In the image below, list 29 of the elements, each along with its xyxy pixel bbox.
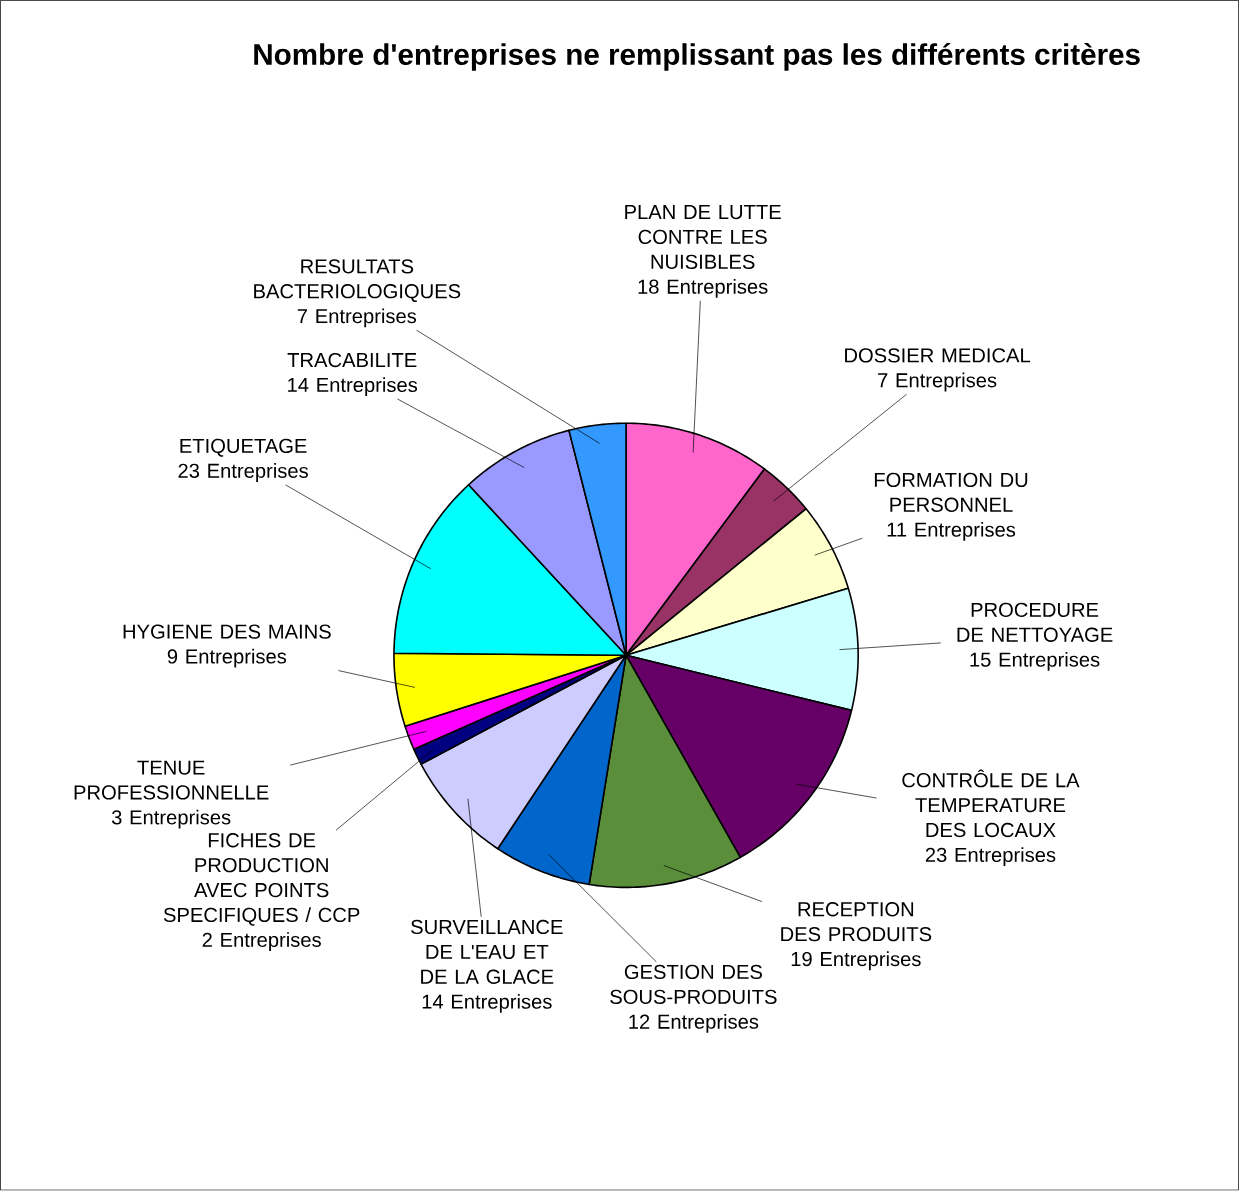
data-label: 14 Entreprises [288, 377, 418, 397]
data-label: 7 Entreprises [297, 308, 417, 328]
slice-label: SURVEILLANCE DE L'EAU ET DE LA GLACE [411, 920, 563, 985]
slice-label: DOSSIER MEDICAL [845, 348, 1031, 363]
slice-label: GESTION DES SOUS-PRODUITS [610, 965, 777, 1005]
data-label: 19 Entreprises [791, 951, 921, 971]
data-label: 3 Entreprises [111, 809, 231, 829]
slice-label: FICHES DE PRODUCTION AVEC POINTS SPECIFIQUES / CCP [163, 833, 360, 926]
slice-label: TRACABILITE [287, 353, 417, 368]
data-label: 9 Entreprises [167, 649, 287, 668]
slice-label: TENUE PROFESSIONNELLE [74, 760, 269, 800]
slice-label: RECEPTION DES PRODUITS [781, 902, 932, 942]
data-label: 7 Entreprises [878, 372, 997, 392]
chart-title: Nombre d'entreprises ne remplissant pas les différents critères [254, 43, 1140, 72]
slice-label: HYGIENE DES MAINS [123, 624, 331, 639]
slice-label: PLAN DE LUTTE CONTRE LES NUISIBLES [625, 205, 781, 270]
data-label: 15 Entreprises [970, 652, 1100, 671]
slice-label: FORMATION DU PERSONNEL [874, 472, 1028, 513]
data-label: 2 Entreprises [202, 932, 321, 952]
data-label: 18 Entreprises [638, 279, 768, 299]
data-label: 12 Entreprises [629, 1014, 759, 1034]
data-label: 14 Entreprises [422, 994, 552, 1013]
data-label: 23 Entreprises [925, 847, 1056, 867]
data-label: 11 Entreprises [887, 522, 1016, 541]
slice-label: ETIQUETAGE [180, 438, 307, 457]
slice-label: PROCEDURE DE NETTOYAGE [957, 602, 1113, 643]
data-label: 23 Entreprises [178, 463, 308, 483]
slice-label: RESULTATS BACTERIOLOGIQUES [254, 259, 461, 303]
legend-label: CONTRÔLE DE LA TEMPERATURE DES LOCAUX [902, 769, 1080, 838]
